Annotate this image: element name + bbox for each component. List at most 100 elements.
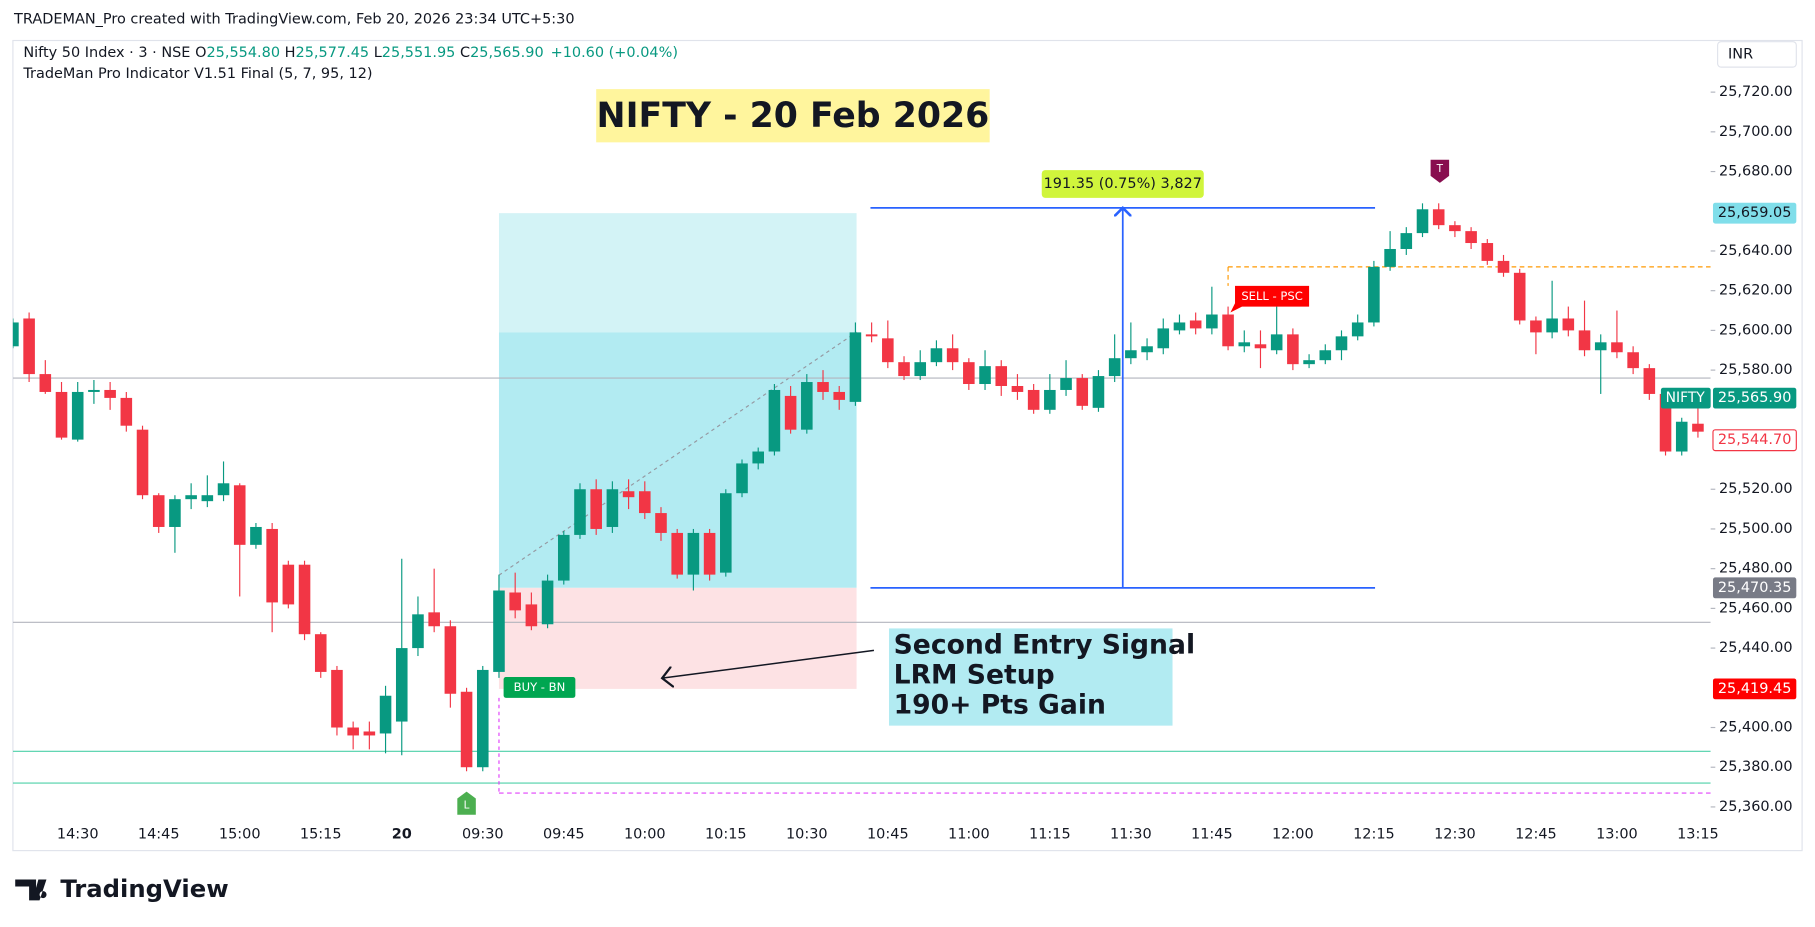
price-axis: 25,360.00 25,380.00 25,400.00 25,440.00 25,4… — [1660, 84, 1797, 815]
ohlc-value: 25,554.80 — [206, 45, 280, 61]
candle-body — [88, 389, 100, 392]
x-tick-label: 12:45 — [1515, 826, 1557, 842]
candle-body — [1238, 342, 1251, 347]
candle-body — [671, 532, 683, 575]
x-tick-label: 15:15 — [300, 826, 342, 842]
candle-body — [1254, 344, 1267, 349]
candle-body — [1611, 342, 1623, 353]
candle-body — [201, 495, 214, 502]
candle-body — [1449, 225, 1461, 232]
price-badge — [1712, 387, 1797, 409]
annotation-box — [888, 628, 1173, 726]
x-tick-label: 10:00 — [624, 826, 666, 842]
candle-body — [476, 669, 489, 768]
y-tick-label: 25,620.00 — [1719, 283, 1793, 299]
candle-body — [412, 614, 424, 649]
candle-body — [1675, 421, 1688, 452]
x-tick-label: 14:45 — [138, 826, 180, 842]
legend: Nifty 50 Index · 3 · NSE O25,554.80 H25,57… — [23, 45, 678, 61]
buy-signal: BUY - BN — [514, 680, 566, 694]
y-tick-label: 25,400.00 — [1719, 720, 1793, 736]
x-tick-label: 12:15 — [1353, 826, 1395, 842]
candle-body — [1287, 334, 1299, 365]
x-tick-label: 09:45 — [543, 826, 585, 842]
x-tick-label: 20 — [392, 826, 412, 842]
y-tick-label: 25,720.00 — [1719, 84, 1793, 100]
chart-title: NIFTY - 20 Feb 2026 — [597, 96, 990, 136]
candle-body — [55, 391, 68, 438]
x-tick-label: 15:00 — [219, 826, 261, 842]
candle-body — [152, 495, 165, 527]
candle-body — [768, 389, 781, 452]
candle-body — [703, 532, 716, 575]
candle-body — [1027, 389, 1040, 410]
candle-body — [233, 485, 246, 545]
candle-body — [1416, 209, 1429, 234]
series-tag — [1660, 387, 1711, 409]
candle-body — [622, 491, 635, 498]
candle-body — [1125, 350, 1137, 359]
y-tick-label: 25,480.00 — [1719, 561, 1793, 577]
x-tick-label: 13:15 — [1677, 826, 1719, 842]
symbol: Nifty 50 Index · 3 · NSE — [23, 45, 190, 61]
candle-body — [444, 626, 457, 694]
low-marker — [457, 791, 476, 815]
candle-body — [930, 348, 943, 363]
candle-body — [460, 691, 473, 768]
candle-body — [266, 528, 278, 603]
candle-body — [347, 727, 359, 736]
candle-body — [995, 366, 1008, 386]
candle-body — [574, 489, 586, 535]
x-tick-label: 12:30 — [1434, 826, 1476, 842]
currency-box — [1717, 41, 1797, 68]
candle-body — [298, 564, 311, 635]
sell-signal: SELL - PSC — [1241, 289, 1302, 303]
annotation-arrow — [662, 649, 875, 678]
top-marker-label: T — [1436, 163, 1444, 175]
candle-body — [865, 334, 878, 337]
candle-body — [720, 493, 732, 573]
candle-body — [1335, 336, 1348, 351]
candle-body — [1692, 423, 1704, 432]
indicator-name: TradeMan Pro Indicator V1.51 Final (5, 7… — [22, 66, 372, 82]
x-tick-label: 11:45 — [1191, 826, 1233, 842]
candle-body — [1546, 318, 1558, 333]
candle-body — [606, 489, 619, 527]
currency: INR — [1728, 46, 1753, 62]
y-tick-label: 25,380.00 — [1719, 759, 1793, 775]
candle-body — [1206, 314, 1218, 329]
x-tick-label: 14:30 — [57, 826, 99, 842]
candle-body — [1173, 322, 1186, 331]
candle-body — [1141, 346, 1153, 353]
ohlc-key: L — [374, 45, 382, 61]
x-tick-label: 10:45 — [867, 826, 909, 842]
x-tick-label: 10:15 — [705, 826, 747, 842]
candle-body — [655, 513, 667, 533]
candle-body — [1108, 358, 1121, 377]
sell-signal-box — [1230, 285, 1310, 313]
candle-body — [12, 322, 19, 347]
y-tick-label: 25,500.00 — [1719, 521, 1793, 537]
candle-body — [736, 463, 748, 494]
candle-body — [1400, 233, 1413, 249]
candle-body — [1076, 378, 1089, 406]
candle-body — [525, 604, 538, 627]
candle-body — [1060, 378, 1072, 390]
ohlc-key: H — [285, 45, 296, 61]
candle-body — [541, 580, 554, 625]
candle-body — [1222, 314, 1234, 347]
trend-line — [498, 331, 857, 576]
y-tick-label: 25,520.00 — [1719, 481, 1793, 497]
candle-body — [250, 526, 262, 545]
price-badge — [1712, 577, 1797, 599]
candle-body — [784, 395, 797, 430]
x-tick-label: 12:00 — [1272, 826, 1314, 842]
candle-body — [1157, 328, 1170, 349]
ohlc-key: O — [195, 45, 206, 61]
candle-body — [331, 669, 343, 728]
candle-body — [39, 374, 52, 392]
candle-body — [1578, 330, 1591, 351]
price-badge — [1712, 678, 1797, 700]
y-tick-label: 25,580.00 — [1719, 362, 1793, 378]
